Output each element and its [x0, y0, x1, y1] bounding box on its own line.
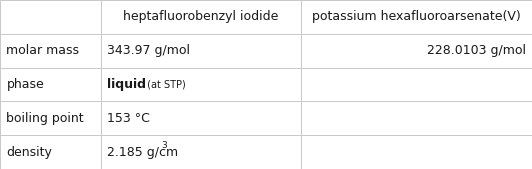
Text: boiling point: boiling point [6, 112, 84, 125]
Text: potassium hexafluoroarsenate(V): potassium hexafluoroarsenate(V) [312, 10, 521, 23]
Text: liquid: liquid [107, 78, 146, 91]
Text: (at STP): (at STP) [144, 79, 185, 90]
Text: molar mass: molar mass [6, 44, 79, 57]
Text: 3: 3 [162, 141, 168, 150]
Text: 2.185 g/cm: 2.185 g/cm [107, 146, 179, 159]
Text: heptafluorobenzyl iodide: heptafluorobenzyl iodide [123, 10, 279, 23]
Text: phase: phase [6, 78, 44, 91]
Text: density: density [6, 146, 52, 159]
Text: 228.0103 g/mol: 228.0103 g/mol [427, 44, 526, 57]
Text: 343.97 g/mol: 343.97 g/mol [107, 44, 190, 57]
Text: 153 °C: 153 °C [107, 112, 151, 125]
